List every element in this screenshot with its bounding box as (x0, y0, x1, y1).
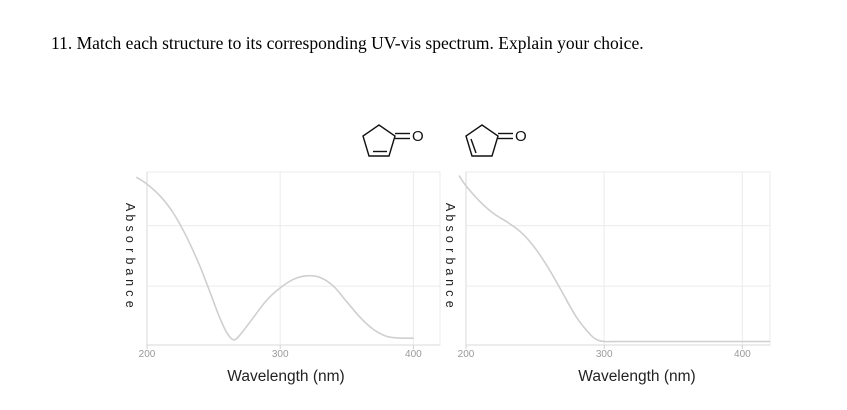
spectrum-2-y-axis-label-glyph: a (443, 268, 457, 275)
spectrum-1-y-axis-label-glyph: b (123, 258, 137, 265)
spectrum-2-x-tick-label: 200 (458, 349, 475, 360)
spectrum-2-x-axis-label: Wavelength (nm) (578, 368, 695, 385)
spectrum-1-y-axis-label-glyph: o (123, 236, 137, 243)
spectrum-1-y-axis-label-glyph: c (123, 290, 137, 296)
question-text: 11. Match each structure to its correspo… (51, 33, 644, 53)
spectrum-1-y-axis-label-glyph: a (123, 268, 137, 275)
structure-2-oxygen-label: O (515, 128, 527, 145)
spectrum-1-y-axis-label-glyph: e (123, 301, 137, 308)
spectrum-1-y-axis-label-glyph: A (123, 203, 137, 212)
spectrum-1-plot-area (146, 171, 441, 346)
spectrum-1-x-tick-label: 400 (405, 349, 422, 360)
structure-1-oxygen-label: O (412, 128, 424, 145)
spectrum-2-y-axis-label-glyph: b (443, 258, 457, 265)
spectrum-1-x-tick-label: 200 (139, 349, 156, 360)
spectrum-2-absorbance-curve (458, 175, 770, 343)
spectrum-1-y-axis-label-glyph: s (123, 225, 137, 231)
spectrum-2-y-axis-label-glyph: A (443, 203, 457, 212)
spectrum-1-y-axis-label-glyph: r (123, 248, 137, 252)
spectrum-2-y-axis-label-glyph: o (443, 236, 457, 243)
spectrum-1-x-tick-label: 300 (272, 349, 289, 360)
structure-2-ring-double-bond (470, 138, 477, 154)
spectrum-2-plot-area (465, 171, 771, 346)
structure-2-cyclopentenone (465, 124, 513, 157)
structure-1-ring (362, 124, 396, 157)
spectrum-1-y-axis-label-glyph: b (123, 214, 137, 221)
structure-1-cyclopentenone (362, 124, 410, 157)
spectrum-2-y-axis-label-glyph: s (443, 225, 457, 231)
spectrum-2-y-axis-label-glyph: r (443, 248, 457, 252)
spectrum-2-y-axis-label-glyph: c (443, 290, 457, 296)
spectrum-1-absorbance-curve (135, 176, 414, 341)
spectrum-1-y-axis-label-glyph: n (123, 279, 137, 286)
spectrum-1-x-axis-label: Wavelength (nm) (227, 368, 344, 385)
spectrum-2-y-axis-label-glyph: n (443, 279, 457, 286)
spectrum-2-x-tick-label: 300 (596, 349, 613, 360)
structure-2-ring (465, 124, 499, 157)
spectrum-2-y-axis-label-glyph: b (443, 214, 457, 221)
spectrum-2-y-axis-label-glyph: e (443, 301, 457, 308)
spectrum-2-x-tick-label: 400 (734, 349, 751, 360)
